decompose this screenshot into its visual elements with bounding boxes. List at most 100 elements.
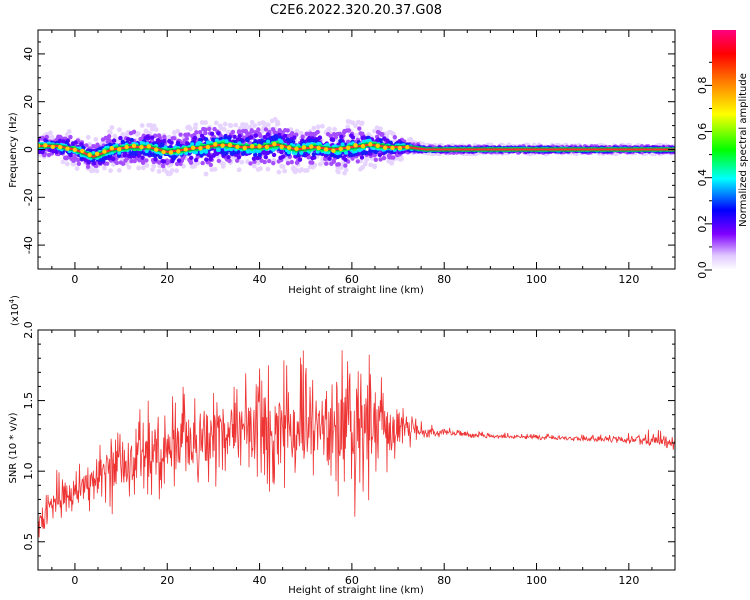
x-tick-label: 20 xyxy=(160,273,174,286)
heat-cell xyxy=(84,143,89,148)
heat-cell xyxy=(329,152,334,158)
heat-cell xyxy=(227,136,232,141)
heat-cell xyxy=(360,164,366,170)
ridge-peak xyxy=(272,141,277,147)
heat-cell xyxy=(252,123,258,129)
heat-cell xyxy=(230,129,236,135)
heat-cell xyxy=(193,150,198,155)
heat-cell xyxy=(236,155,242,160)
heat-cell xyxy=(85,134,91,140)
heat-cell xyxy=(44,134,49,140)
heat-cell xyxy=(184,136,190,141)
heat-cell xyxy=(327,156,332,161)
heat-cell xyxy=(200,160,205,166)
heat-cell xyxy=(123,151,128,156)
heat-cell xyxy=(311,152,316,157)
heat-cell xyxy=(176,142,181,147)
heat-cell xyxy=(188,160,194,165)
heat-cell xyxy=(189,155,194,161)
heat-cell xyxy=(197,129,203,135)
heat-cell xyxy=(160,142,165,147)
ridge-peak xyxy=(368,142,373,147)
heat-cell xyxy=(282,168,288,174)
heat-cell xyxy=(153,127,159,132)
colorbar-tick-label: 0.4 xyxy=(696,169,709,187)
heat-cell xyxy=(258,166,263,172)
heat-cell xyxy=(151,163,157,169)
colorbar-tick-label: 0.6 xyxy=(696,123,709,141)
ridge-peak xyxy=(309,144,314,149)
heat-cell xyxy=(292,169,298,175)
ridge-peak xyxy=(72,147,78,153)
heat-cell xyxy=(190,142,195,147)
heat-cell xyxy=(299,167,304,172)
colorbar-tick-label: 0.2 xyxy=(696,215,709,233)
ridge-peak xyxy=(131,143,137,149)
x-tick-label: 100 xyxy=(526,574,547,587)
y-tick-label: -20 xyxy=(22,188,35,206)
ridge-peak xyxy=(102,149,107,154)
heat-cell xyxy=(216,158,222,164)
ridge-peak xyxy=(360,143,366,149)
y-tick-label: -40 xyxy=(22,236,35,254)
heat-cell xyxy=(224,150,229,156)
ridge-peak xyxy=(161,149,166,155)
heat-cell xyxy=(220,150,226,156)
heat-cell xyxy=(299,150,304,155)
heat-cell xyxy=(226,154,231,160)
heat-cell xyxy=(357,126,362,131)
heat-cell xyxy=(378,126,383,132)
heat-cell xyxy=(153,157,158,162)
snr-x-label: Height of straight line (km) xyxy=(288,585,424,596)
heat-cell xyxy=(353,123,358,129)
heat-cell xyxy=(248,161,253,166)
heat-cell xyxy=(292,135,297,140)
heat-cell xyxy=(358,121,364,127)
heat-cell xyxy=(342,170,347,176)
ridge-peak xyxy=(176,149,181,154)
heat-cell xyxy=(220,164,226,169)
heat-cell xyxy=(75,157,81,163)
heat-cell xyxy=(289,159,294,165)
heat-cell xyxy=(108,168,113,174)
y-tick-label: 2.0 xyxy=(22,321,35,339)
heat-cell xyxy=(203,171,209,177)
heat-cell xyxy=(116,153,122,158)
heat-cell xyxy=(129,137,134,143)
heat-cell xyxy=(372,128,377,134)
chart-title: C2E6.2022.320.20.37.G08 xyxy=(270,3,442,18)
heat-cell xyxy=(93,137,99,142)
ridge-peak xyxy=(146,144,151,149)
heat-cell xyxy=(253,133,259,138)
heat-cell xyxy=(193,122,199,128)
heat-cell xyxy=(338,138,343,144)
heat-cell xyxy=(94,168,100,174)
heat-cell xyxy=(315,124,321,130)
heat-cell xyxy=(194,130,199,135)
heat-cell xyxy=(83,157,88,162)
heat-cell xyxy=(364,157,369,163)
heat-cell xyxy=(271,152,277,158)
heat-cell xyxy=(252,152,258,158)
heat-cell xyxy=(280,164,286,169)
heat-cell xyxy=(332,126,338,132)
heat-cell xyxy=(265,122,271,128)
heat-cell xyxy=(74,166,80,171)
heat-cell xyxy=(140,165,146,171)
heat-cell xyxy=(285,160,291,166)
ridge-peak xyxy=(353,143,358,148)
heat-cell xyxy=(361,139,366,144)
colorbar-tick-label: 0.0 xyxy=(696,261,709,279)
x-tick-label: 80 xyxy=(437,574,451,587)
heat-cell xyxy=(276,169,282,175)
heat-cell xyxy=(104,161,110,166)
heat-cell xyxy=(203,127,208,132)
heat-cell xyxy=(339,134,344,140)
heat-cell xyxy=(199,150,204,155)
snr-frame xyxy=(37,329,676,571)
colorbar: 0.0 0.2 0.4 0.6 0.8 Normalized spectral ampl… xyxy=(696,30,749,279)
colorbar-tick-label: 0.8 xyxy=(696,77,709,95)
ridge-peak xyxy=(220,143,225,148)
ridge-peak xyxy=(124,144,129,150)
colorbar-ticks: 0.0 0.2 0.4 0.6 0.8 xyxy=(696,61,712,279)
